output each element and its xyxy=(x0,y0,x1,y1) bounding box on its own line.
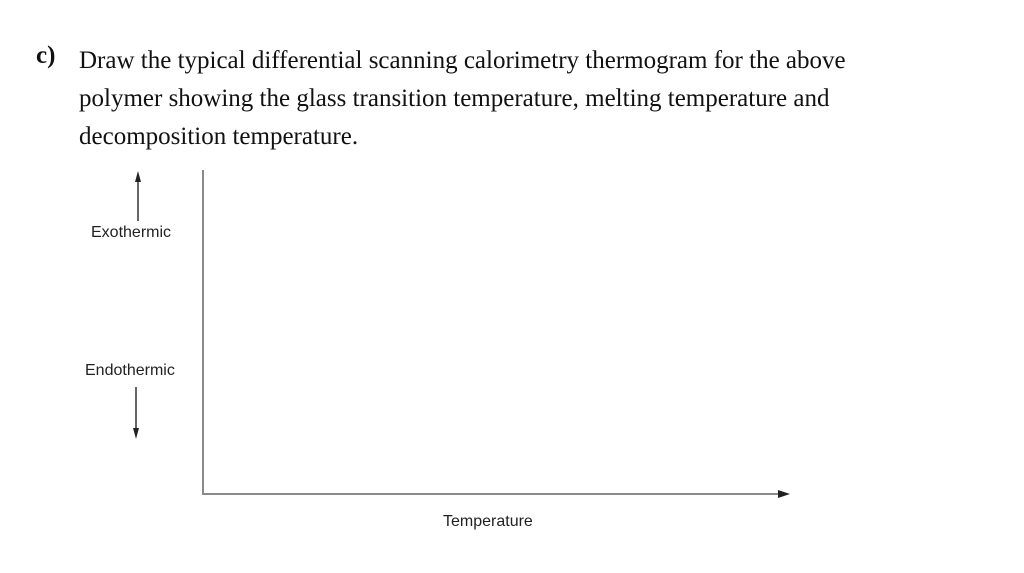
temperature-label: Temperature xyxy=(443,513,533,530)
endothermic-label: Endothermic xyxy=(85,362,175,379)
question-line-1: Draw the typical differential scanning c… xyxy=(79,47,846,74)
question-line-2: polymer showing the glass transition tem… xyxy=(79,85,830,112)
question-line-3: decomposition temperature. xyxy=(79,123,359,150)
x-axis-arrowhead-icon xyxy=(778,490,790,498)
endothermic-down-arrow-icon xyxy=(133,428,139,439)
exothermic-up-arrow-icon xyxy=(135,171,141,182)
question-text: Draw the typical differential scanning c… xyxy=(79,42,979,156)
exothermic-label: Exothermic xyxy=(91,224,172,241)
question-label: c) xyxy=(36,42,56,69)
